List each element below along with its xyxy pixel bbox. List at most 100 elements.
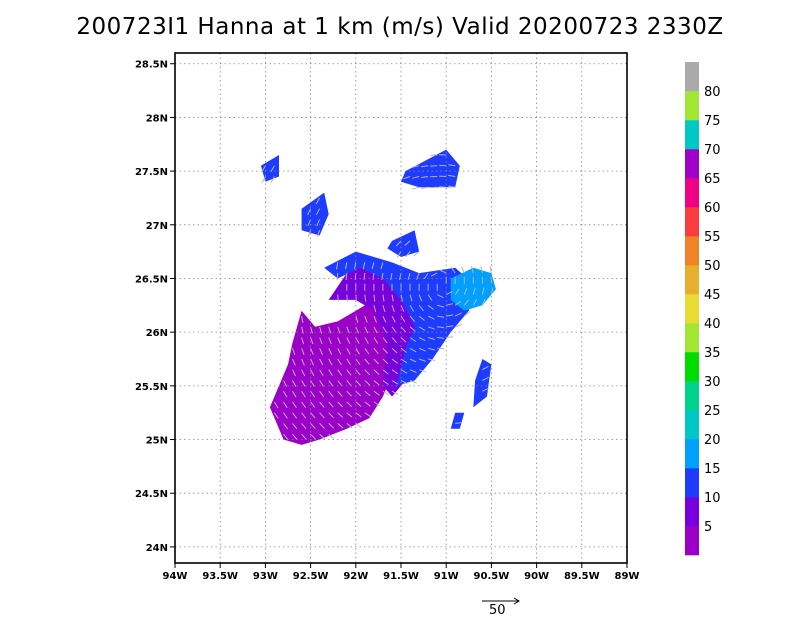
wind-vector-98 [345, 273, 348, 281]
wind-vector-199 [418, 326, 426, 331]
wind-vector-250 [450, 267, 456, 274]
colorbar-label-8: 45 [704, 288, 721, 303]
wind-vector-12 [292, 433, 298, 440]
wind-vector-174 [400, 315, 406, 323]
lat-tick-label-6: 25.5N [135, 382, 168, 393]
wind-vector-160 [391, 347, 398, 354]
wind-vector-123 [364, 326, 369, 334]
wind-vector-224 [437, 315, 445, 318]
lat-tick-label-0: 28.5N [135, 60, 168, 71]
wind-vector-209 [427, 358, 436, 361]
wind-vector-213 [427, 315, 435, 320]
wind-vector-80 [337, 348, 342, 355]
wind-vector-253 [448, 164, 456, 167]
wind-vector-151 [382, 305, 386, 313]
wind-vector-99 [345, 262, 348, 270]
colorbar-swatch-16 [685, 62, 699, 92]
wind-vector-103 [355, 390, 362, 397]
wind-vector-125 [364, 294, 367, 302]
colorbar-swatch-5 [685, 381, 699, 411]
wind-vector-22 [301, 423, 307, 430]
wind-vector-62 [328, 433, 335, 440]
wind-vector-25 [301, 390, 306, 398]
colorbar-label-7: 40 [704, 317, 721, 332]
wind-vector-2 [273, 412, 279, 419]
lat-tick-label-3: 27N [146, 221, 168, 232]
wind-vector-169 [400, 369, 408, 374]
wind-vector-133 [373, 358, 380, 365]
wind-vector-57 [319, 326, 323, 334]
wind-vector-92 [346, 358, 352, 366]
wind-vector-108 [355, 337, 360, 344]
wind-vector-221 [437, 347, 445, 350]
wind-vector-122 [364, 337, 369, 344]
wind-vector-95 [346, 326, 350, 334]
wind-vector-28 [301, 358, 305, 366]
wind-vector-206 [412, 186, 420, 190]
wind-vector-270 [490, 287, 494, 295]
wind-vector-251 [448, 185, 456, 188]
colorbar-swatch-1 [685, 497, 699, 527]
wind-vector-139 [373, 294, 376, 302]
wind-vector-263 [482, 387, 489, 392]
wind-vector-222 [437, 337, 445, 339]
wind-vector-72 [328, 326, 332, 334]
wind-vector-193 [404, 240, 411, 246]
wind-vector-10 [283, 390, 288, 398]
wind-vector-59 [316, 219, 321, 227]
wind-vector-109 [355, 326, 359, 334]
lon-tick-label-6: 91W [434, 571, 459, 582]
wind-vector-32 [301, 316, 304, 323]
wind-vector-4 [270, 176, 275, 183]
wind-vector-265 [482, 365, 489, 371]
wind-vector-225 [437, 304, 445, 308]
colorbar-label-14: 75 [704, 114, 721, 129]
wind-vector-18 [292, 369, 297, 377]
wind-vector-219 [421, 176, 429, 178]
wind-vector-76 [337, 390, 343, 397]
wind-vector-164 [391, 305, 395, 313]
wind-vector-184 [409, 347, 417, 353]
wind-vector-81 [337, 337, 341, 345]
wind-vector-208 [412, 165, 420, 168]
wind-vector-198 [418, 337, 426, 342]
wind-vector-44 [307, 230, 312, 237]
wind-vector-26 [301, 380, 306, 387]
reference-vector: 50 [482, 597, 520, 618]
wind-vector-1 [261, 165, 266, 173]
lon-tick-label-3: 92.5W [293, 571, 329, 582]
wind-vector-52 [319, 380, 324, 387]
wind-vector-217 [423, 272, 429, 280]
wind-vector-69 [328, 358, 333, 366]
wind-vector-161 [391, 337, 398, 344]
lat-tick-label-1: 28N [146, 113, 168, 124]
wind-vector-64 [328, 412, 334, 419]
wind-vector-111 [355, 294, 357, 302]
colorbar-label-5: 30 [704, 375, 721, 390]
wind-vector-27 [301, 369, 306, 377]
wind-vector-46 [307, 208, 312, 216]
colorbar-swatch-12 [685, 178, 699, 208]
wind-vector-19 [292, 358, 296, 366]
wind-vector-132 [373, 369, 380, 375]
wind-vector-187 [409, 315, 415, 322]
wind-vector-175 [400, 305, 405, 312]
wind-vector-9 [283, 401, 288, 409]
wind-vector-214 [427, 304, 435, 310]
wind-vector-6 [283, 433, 289, 440]
wind-vector-189 [409, 294, 413, 302]
wind-vector-16 [292, 390, 297, 398]
colorbar-swatch-14 [685, 120, 699, 150]
colorbar-swatch-13 [685, 149, 699, 179]
wind-vector-8 [283, 412, 288, 419]
reference-vector-arrowhead [513, 597, 520, 605]
wind-vector-256 [463, 287, 468, 295]
wind-vector-144 [382, 380, 389, 386]
wind-vector-36 [310, 401, 316, 408]
wind-vector-55 [319, 348, 323, 355]
wind-vector-252 [448, 174, 456, 177]
colorbar-label-6: 35 [704, 346, 721, 361]
wind-vector-194 [403, 176, 411, 180]
lon-tick-label-2: 93W [253, 571, 278, 582]
wind-vector-237 [445, 290, 453, 296]
